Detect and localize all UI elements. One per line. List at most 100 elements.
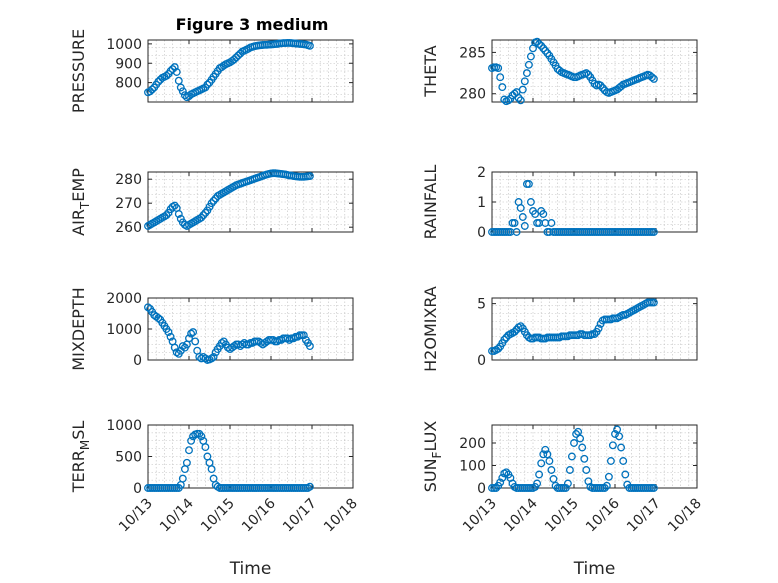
y-tick-label: 280 <box>115 172 142 188</box>
data-point <box>185 446 193 455</box>
data-point <box>649 228 658 236</box>
x-tick-label: 10/16 <box>583 495 623 535</box>
data-point <box>170 343 179 352</box>
y-tick-label: 270 <box>115 196 142 212</box>
axes-frame <box>147 171 354 233</box>
data-point <box>209 352 218 361</box>
data-point <box>611 430 619 438</box>
y-tick-label: 1000 <box>106 418 142 434</box>
data-point <box>520 222 529 230</box>
x-axis-label: Time <box>229 559 272 579</box>
data-point <box>539 44 548 53</box>
data-point <box>174 210 183 218</box>
data-point <box>537 459 546 468</box>
data-point <box>526 52 535 61</box>
data-point <box>199 211 208 220</box>
data-point <box>305 342 314 351</box>
data-point <box>539 450 548 459</box>
data-point <box>567 452 576 461</box>
data-point <box>178 87 187 96</box>
data-point <box>518 213 527 221</box>
data-point <box>217 338 226 347</box>
data-point <box>533 479 542 488</box>
subplot-mixdepth: 0 1000 2000 MIXDEPTH <box>69 287 354 371</box>
subplot-terr-msl: 0 500 1000 10/13 10/14 10/15 10/16 10/17 10/18 TE… <box>69 418 361 579</box>
data-point <box>187 329 196 338</box>
y-axis-label: RAINFALL <box>421 165 440 240</box>
data-point <box>617 443 626 452</box>
data-point <box>524 60 533 69</box>
y-tick-label: 900 <box>115 56 142 72</box>
data-point <box>201 443 210 452</box>
y-tick-label: 1 <box>477 195 486 211</box>
data-point <box>197 432 206 441</box>
data-point <box>545 457 554 465</box>
data-point <box>510 219 519 227</box>
data-point <box>162 211 171 220</box>
y-tick-label: 5 <box>477 297 486 313</box>
data-point <box>516 322 525 331</box>
data-point <box>518 85 527 94</box>
subplot-h2omixra: 0 5 H2OMIXRA <box>421 286 698 372</box>
data-point <box>621 470 630 479</box>
data-point <box>582 69 591 78</box>
data-point <box>191 337 200 346</box>
data-point <box>207 354 216 363</box>
data-point <box>649 484 658 492</box>
data-point <box>606 457 615 465</box>
y-axis-label: TERRMSL <box>69 421 92 494</box>
data-point <box>230 55 239 64</box>
y-tick-label: 280 <box>459 87 486 103</box>
data-point <box>539 210 548 218</box>
y-tick-label: 200 <box>459 436 486 452</box>
data-point <box>498 473 507 482</box>
data-point <box>604 472 613 481</box>
data-point <box>510 89 519 98</box>
data-point <box>178 474 187 483</box>
y-tick-label: 0 <box>133 481 142 497</box>
data-point <box>649 298 658 307</box>
data-point <box>555 66 564 75</box>
data-point <box>510 327 519 336</box>
data-point <box>547 219 556 227</box>
data-point <box>494 64 503 73</box>
axes-frame <box>491 424 698 489</box>
data-point <box>498 83 507 92</box>
subplot-sun-flux: 0 100 200 10/13 10/14 10/15 10/16 10/17 10/18 SUN… <box>421 421 705 579</box>
data-point <box>504 96 513 105</box>
data-point <box>207 465 216 474</box>
y-tick-label: 0 <box>477 353 486 369</box>
data-point <box>178 342 187 351</box>
x-tick-label: 10/14 <box>157 495 197 535</box>
data-point <box>187 436 196 445</box>
y-tick-label: 100 <box>459 459 486 475</box>
x-tick-label: 10/13 <box>460 496 500 536</box>
x-tick-label: 10/15 <box>542 496 582 536</box>
data-point <box>582 466 591 474</box>
data-point <box>496 478 505 487</box>
y-axis-label: PRESSURE <box>69 29 88 113</box>
data-point <box>516 204 525 212</box>
data-point <box>209 196 218 205</box>
data-point <box>207 199 216 208</box>
data-point <box>516 96 525 105</box>
data-point <box>285 335 294 344</box>
y-tick-label: 2 <box>477 165 486 181</box>
subplot-pressure: 800 900 1000 PRESSURE <box>69 29 354 113</box>
y-tick-label: 800 <box>115 76 142 92</box>
data-point <box>520 77 529 86</box>
data-point <box>522 69 531 78</box>
y-axis-label: SUNFLUX <box>421 421 444 493</box>
data-point <box>500 335 509 344</box>
data-point <box>561 484 570 492</box>
data-point <box>608 441 617 450</box>
data-point <box>580 454 589 463</box>
data-point <box>600 484 609 492</box>
data-point <box>299 331 308 340</box>
data-point <box>547 466 556 474</box>
data-point <box>512 228 521 236</box>
data-point <box>594 324 603 333</box>
data-point <box>182 458 191 467</box>
data-point <box>615 432 624 441</box>
